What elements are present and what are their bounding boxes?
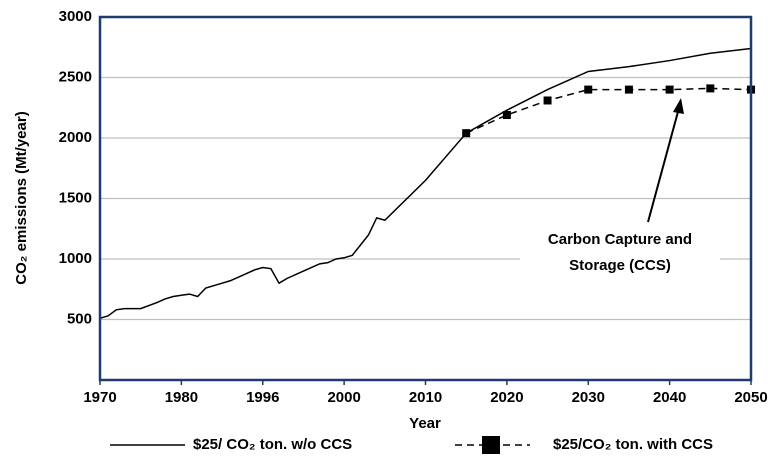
x-tick-label: 2000 bbox=[327, 389, 360, 406]
y-tick-label: 500 bbox=[67, 310, 92, 327]
point-marker bbox=[462, 129, 471, 138]
point-marker bbox=[665, 85, 674, 94]
point-marker bbox=[706, 84, 715, 93]
y-tick-label: 1500 bbox=[59, 189, 92, 206]
y-tick-label: 1000 bbox=[59, 250, 92, 267]
x-tick-label: 2030 bbox=[572, 389, 605, 406]
point-marker bbox=[543, 96, 552, 105]
x-tick-label: 2020 bbox=[490, 389, 523, 406]
x-tick-label: 1996 bbox=[246, 389, 279, 406]
annotation-text: Carbon Capture and bbox=[548, 231, 692, 248]
x-tick-label: 2050 bbox=[734, 389, 767, 406]
y-tick-label: 3000 bbox=[59, 8, 92, 25]
y-tick-label: 2000 bbox=[59, 129, 92, 146]
series-line bbox=[99, 47, 752, 320]
legend-label: $25/ CO₂ ton. w/o CCS bbox=[193, 436, 352, 453]
y-tick-label: 2500 bbox=[59, 68, 92, 85]
annotation-bg bbox=[520, 226, 720, 278]
series-line bbox=[465, 87, 752, 134]
annotation: Carbon Capture and Storage (CCS) bbox=[520, 98, 720, 278]
x-tick-label: 2040 bbox=[653, 389, 686, 406]
point-marker bbox=[624, 85, 633, 94]
x-axis-title: Year bbox=[409, 415, 441, 432]
legend-marker bbox=[482, 436, 500, 454]
legend-label: $25/CO₂ ton. with CCS bbox=[553, 436, 713, 453]
arrow-head bbox=[673, 98, 684, 114]
x-tick-label: 1980 bbox=[165, 389, 198, 406]
annotation-text: Storage (CCS) bbox=[569, 257, 671, 274]
legend: $25/ CO₂ ton. w/o CCS $25/CO₂ ton. with C… bbox=[110, 436, 713, 454]
x-tick-label: 1970 bbox=[83, 389, 116, 406]
point-marker bbox=[502, 111, 511, 120]
x-tick-label: 2010 bbox=[409, 389, 442, 406]
point-marker bbox=[584, 85, 593, 94]
annotation-arrow bbox=[647, 107, 680, 223]
y-axis-title: CO₂ emissions (Mt/year) bbox=[13, 111, 30, 284]
